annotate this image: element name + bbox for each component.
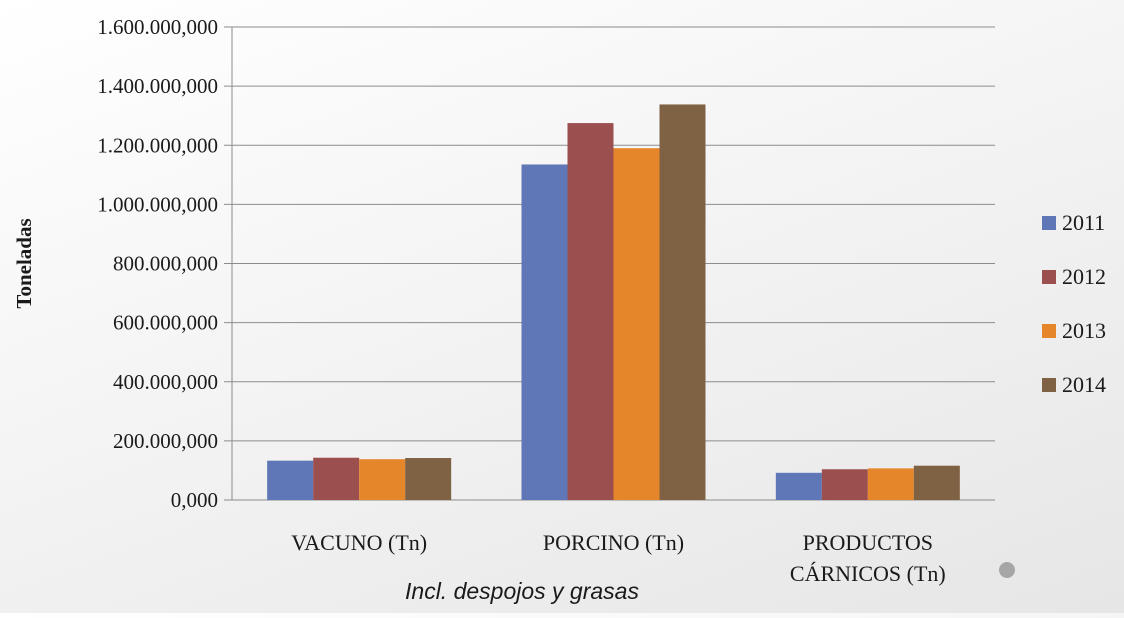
y-tick-label: 0,000 bbox=[171, 488, 218, 512]
bar bbox=[567, 123, 614, 500]
bar bbox=[405, 458, 452, 500]
legend-label: 2011 bbox=[1062, 210, 1105, 235]
y-tick-label: 1.200.000,000 bbox=[97, 133, 218, 157]
legend-swatch bbox=[1042, 270, 1056, 284]
y-tick-label: 800.000,000 bbox=[113, 252, 218, 276]
footnote: Incl. despojos y grasas bbox=[405, 578, 639, 604]
bar bbox=[359, 459, 406, 500]
bar bbox=[521, 164, 568, 500]
bar bbox=[267, 460, 314, 500]
y-tick-label: 200.000,000 bbox=[113, 429, 218, 453]
y-tick-label: 600.000,000 bbox=[113, 311, 218, 335]
bar bbox=[867, 468, 914, 500]
legend-swatch bbox=[1042, 216, 1056, 230]
x-category-label: PORCINO (Tn) bbox=[543, 530, 684, 555]
x-category-label: VACUNO (Tn) bbox=[291, 530, 427, 555]
bar bbox=[913, 465, 960, 500]
y-tick-label: 400.000,000 bbox=[113, 370, 218, 394]
slide-bullet-dot bbox=[999, 562, 1015, 578]
bar bbox=[659, 104, 706, 501]
bar bbox=[613, 148, 660, 501]
y-tick-label: 1.600.000,000 bbox=[97, 15, 218, 39]
x-category-label: PRODUCTOS bbox=[803, 530, 933, 555]
legend-label: 2012 bbox=[1062, 264, 1106, 289]
legend-label: 2013 bbox=[1062, 318, 1106, 343]
legend-swatch bbox=[1042, 324, 1056, 338]
legend-label: 2014 bbox=[1062, 372, 1106, 397]
x-category-label: CÁRNICOS (Tn) bbox=[790, 561, 946, 586]
y-tick-label: 1.400.000,000 bbox=[97, 74, 218, 98]
y-tick-label: 1.000.000,000 bbox=[97, 192, 218, 216]
legend-swatch bbox=[1042, 378, 1056, 392]
bar bbox=[821, 469, 868, 500]
y-axis-title: Toneladas bbox=[12, 218, 36, 308]
bar bbox=[313, 457, 360, 500]
bar bbox=[775, 472, 822, 500]
